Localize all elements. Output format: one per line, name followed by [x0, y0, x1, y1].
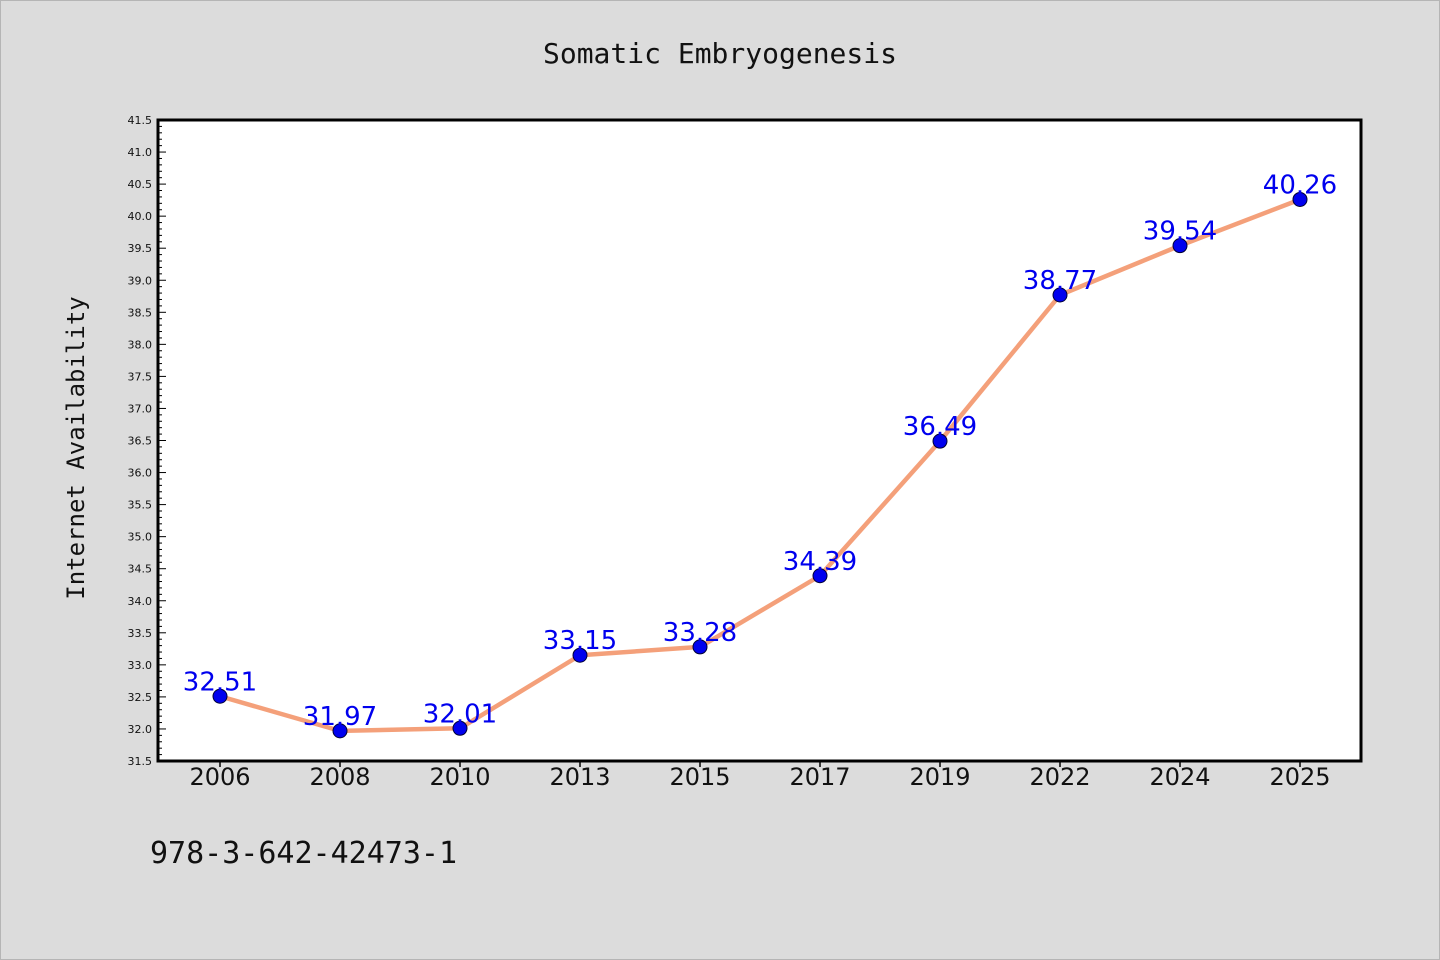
data-point — [692, 639, 708, 655]
data-point — [332, 723, 348, 739]
data-point — [932, 433, 948, 449]
y-tick-label: 32.0 — [128, 723, 153, 736]
x-tick-label: 2025 — [1269, 763, 1330, 791]
data-label: 31.97 — [303, 702, 377, 732]
series-line — [217, 197, 1303, 734]
y-tick-label: 37.5 — [128, 370, 153, 383]
y-tick-label: 32.5 — [128, 691, 153, 704]
y-tick-label: 34.5 — [128, 563, 153, 576]
y-tick-label: 39.5 — [128, 242, 153, 255]
data-label: 32.51 — [183, 667, 257, 697]
y-tick-label: 41.0 — [128, 146, 153, 159]
data-label: 40.26 — [1263, 170, 1337, 200]
y-tick-label: 35.0 — [128, 531, 153, 544]
plot-area — [156, 118, 1363, 763]
y-axis: 31.5 32.0 32.5 33.0 33.5 34.0 34.5 35.0 35.5 36.0… — [128, 114, 166, 768]
data-point — [572, 647, 588, 663]
x-tick-label: 2006 — [189, 763, 250, 791]
y-tick-label: 36.5 — [128, 435, 153, 448]
data-point — [1292, 191, 1308, 207]
y-tick-label: 33.0 — [128, 659, 153, 672]
x-tick-label: 2008 — [309, 763, 370, 791]
y-tick-label: 40.5 — [128, 178, 153, 191]
x-tick-label: 2013 — [549, 763, 610, 791]
y-tick-label: 38.0 — [128, 338, 153, 351]
footnote: 978-3-642-42473-1 — [150, 836, 457, 871]
x-tick-label: 2019 — [909, 763, 970, 791]
x-tick-label: 2022 — [1029, 763, 1090, 791]
y-tick-label: 35.5 — [128, 499, 153, 512]
data-point — [1052, 287, 1068, 303]
y-tick-label: 41.5 — [128, 114, 153, 127]
chart-title: Somatic Embryogenesis — [543, 37, 897, 70]
data-point — [212, 688, 228, 704]
data-point — [1172, 238, 1188, 254]
data-label: 36.49 — [903, 412, 977, 442]
data-label: 38.77 — [1023, 266, 1097, 296]
data-point — [812, 568, 828, 584]
y-axis-label: Internet Availability — [62, 296, 90, 599]
data-label: 33.15 — [543, 626, 617, 656]
y-tick-label: 36.0 — [128, 467, 153, 480]
y-tick-label: 33.5 — [128, 627, 153, 640]
x-axis: 2006 2008 2010 2013 2015 2017 2019 2022 2024 2025 — [189, 761, 1331, 791]
y-tick-label: 39.0 — [128, 274, 153, 287]
data-point — [452, 720, 468, 736]
data-label: 39.54 — [1143, 217, 1217, 247]
y-tick-label: 34.0 — [128, 595, 153, 608]
data-label: 32.01 — [423, 699, 497, 729]
x-tick-label: 2024 — [1149, 763, 1210, 791]
data-label: 34.39 — [783, 547, 857, 577]
y-tick-label: 40.0 — [128, 210, 153, 223]
y-tick-label: 38.5 — [128, 306, 153, 319]
data-label: 33.28 — [663, 618, 737, 648]
x-tick-label: 2010 — [429, 763, 490, 791]
y-tick-label: 31.5 — [128, 755, 153, 768]
series-layer: 32.51 31.97 32.01 33.15 33.28 34.39 36.49 38.77… — [183, 170, 1337, 739]
x-tick-label: 2017 — [789, 763, 850, 791]
y-tick-label: 37.0 — [128, 402, 153, 415]
x-tick-label: 2015 — [669, 763, 730, 791]
